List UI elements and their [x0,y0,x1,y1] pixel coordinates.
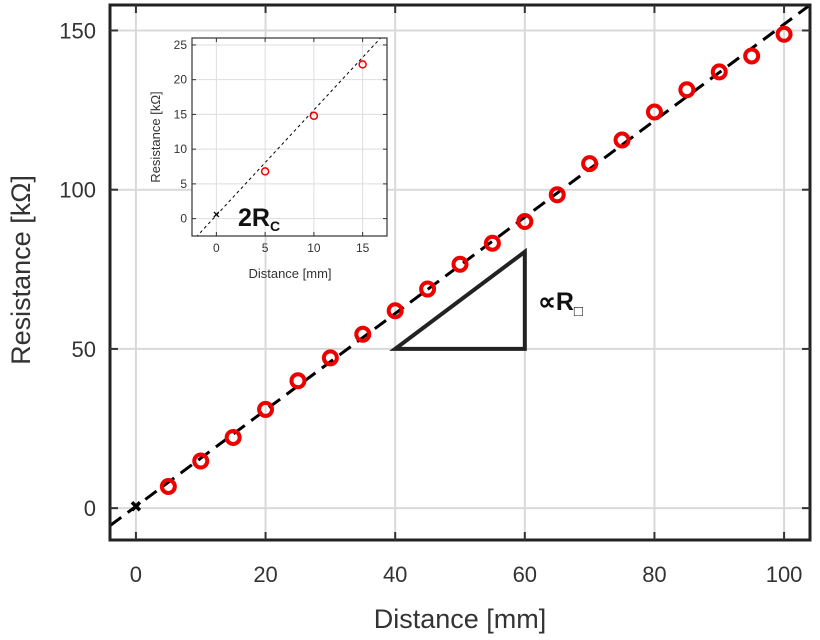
data-point [224,428,242,446]
data-point [192,452,210,470]
y-tick-label: 10 [174,142,188,156]
data-point [159,478,177,495]
slope-triangle-path [389,247,527,351]
data-point [257,400,275,418]
x-tick-label: 80 [642,562,666,587]
y-tick-label: 20 [174,73,188,87]
x-tick-label: 100 [766,562,803,587]
x-tick-label: 0 [213,241,220,255]
y-tick-label: 15 [174,107,188,121]
data-point [710,63,728,81]
inset-plot: 0 5 10 15 0 5 10 15 20 25 2RC Distance [mm] Resis… [148,37,388,281]
inset-grid [192,38,387,236]
main-plot-frame [108,3,812,542]
data-point [309,111,319,121]
data-point [483,234,501,252]
x-tick-label: 5 [262,241,269,255]
data-point [645,103,663,121]
x-tick-label: 15 [356,241,370,255]
data-point [419,280,437,298]
y-tick-label: 0 [84,496,96,521]
data-point [613,131,631,149]
data-point [775,25,793,43]
slope-label-subscript: □ [574,303,583,320]
x-tick-label: 60 [513,562,537,587]
slope-triangle [389,247,527,351]
intercept-label-subscript: C [270,218,280,234]
data-point [581,155,599,173]
inset-x-axis-label: Distance [mm] [248,266,331,281]
data-point [678,81,696,99]
intercept-point [130,501,142,512]
data-point [289,372,307,390]
inset-plot-frame [191,37,388,237]
y-tick-label: 25 [174,38,188,52]
main-y-axis-label: Resistance [kΩ] [6,175,36,365]
x-tick-label: 40 [383,562,407,587]
y-tick-label: 100 [59,178,96,203]
main-marks [110,5,810,527]
data-point [451,255,469,273]
y-tick-label: 50 [72,337,96,362]
y-tick-label: 5 [180,177,187,191]
intercept-label: 2RC [238,204,280,234]
main-x-axis-label: Distance [mm] [374,604,547,634]
data-point [321,349,339,367]
inset-marks [196,38,382,236]
x-tick-label: 10 [307,241,321,255]
inset-ticks: 0 5 10 15 0 5 10 15 20 25 [174,38,387,255]
y-tick-label: 0 [180,212,187,226]
inset-y-axis-label: Resistance [kΩ] [148,91,163,182]
data-point [386,302,404,320]
slope-label: ∝R□ [538,288,583,320]
y-tick-label: 150 [59,18,96,43]
data-point [516,213,534,231]
data-point [354,325,372,343]
x-tick-label: 0 [130,562,142,587]
x-tick-label: 20 [253,562,277,587]
data-point [260,167,270,176]
data-point [743,47,761,65]
inset-background [192,38,387,236]
data-point [358,60,367,69]
intercept-point [213,211,220,218]
data-point [548,186,566,204]
